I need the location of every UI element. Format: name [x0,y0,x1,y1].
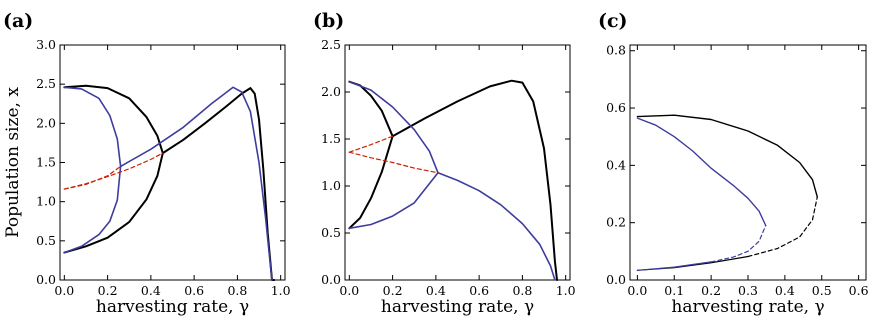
y-axis-title: Population size, x [3,87,23,238]
series-line-5 [348,151,439,174]
plot-frame [59,44,286,281]
series-line-5 [710,224,767,263]
series-line-1 [636,255,749,271]
y-tick-label: 2.0 [36,115,56,130]
y-tick-label: 2.0 [321,84,341,99]
x-tick-label: 0.2 [701,283,721,298]
panel-0: (a) 0.0 0.2 0.4 0.6 0.8 1.0 0.0 0.5 1.0 1.5 2.0 2.5 3… [3,10,291,317]
x-tick-label: 0.2 [98,283,118,298]
x-tick-label: 0.4 [775,283,795,298]
y-tick-label: 0.6 [606,100,626,115]
series-line-4 [63,165,122,190]
series-line-0 [636,114,818,198]
series-line-2 [747,196,818,258]
x-tick-label: 0.8 [227,283,247,298]
panel-1: (b) 0.0 0.2 0.4 0.6 0.8 1.0 0.0 0.5 1.0 1.5 2.0 2.5 h… [313,10,576,317]
y-tick-label: 0.5 [321,225,341,240]
x-tick-label: 0.2 [383,283,403,298]
panel-label: (c) [598,10,628,32]
series-line-3 [437,172,556,281]
x-tick-label: 0.0 [54,283,74,298]
x-tick-label: 0.0 [339,283,359,298]
x-tick-label: 0.4 [141,283,161,298]
x-tick-label: 1.0 [556,283,576,298]
series-line-4 [636,261,712,271]
y-tick-label: 1.0 [36,194,56,209]
series-line-1 [161,87,276,281]
y-tick-label: 2.5 [36,76,56,91]
series-line-2 [348,80,439,230]
plot-frame [344,44,571,281]
x-tick-label: 0.6 [184,283,204,298]
y-tick-label: 0.8 [606,43,626,58]
y-tick-label: 0.5 [36,233,56,248]
series-line-5 [63,152,164,190]
y-tick-label: 3.0 [36,37,56,52]
x-axis-title: harvesting rate, γ [671,297,824,317]
y-tick-label: 0.0 [36,272,56,287]
x-tick-label: 0.6 [849,283,869,298]
panel-label: (a) [3,10,33,32]
series-line-3 [636,117,767,227]
y-tick-label: 0.2 [606,215,626,230]
x-tick-label: 0.6 [469,283,489,298]
y-tick-label: 1.5 [36,155,56,170]
y-tick-label: 0.0 [321,272,341,287]
plot-frame [629,44,867,281]
series-line-3 [119,86,273,281]
x-axis-title: harvesting rate, γ [96,297,249,317]
series-line-2 [63,86,122,254]
y-tick-label: 0.0 [606,272,626,287]
x-tick-label: 0.5 [812,283,832,298]
y-tick-label: 2.5 [321,37,341,52]
y-tick-label: 1.0 [321,178,341,193]
series-line-4 [348,135,394,153]
x-tick-label: 0.1 [664,283,684,298]
x-tick-label: 0.3 [738,283,758,298]
panel-label: (b) [313,10,344,32]
series-line-1 [391,79,558,281]
panel-2: (c) 0.0 0.1 0.2 0.3 0.4 0.5 0.6 0.0 0.2 0.4 0.6 0.8 h… [598,10,869,317]
x-tick-label: 0.0 [627,283,647,298]
y-tick-label: 1.5 [321,131,341,146]
x-axis-title: harvesting rate, γ [381,297,534,317]
series-line-0 [63,84,164,254]
x-tick-label: 0.8 [512,283,532,298]
y-tick-label: 0.4 [606,157,626,172]
x-tick-label: 1.0 [271,283,291,298]
series-line-0 [348,80,394,230]
x-tick-label: 0.4 [426,283,446,298]
